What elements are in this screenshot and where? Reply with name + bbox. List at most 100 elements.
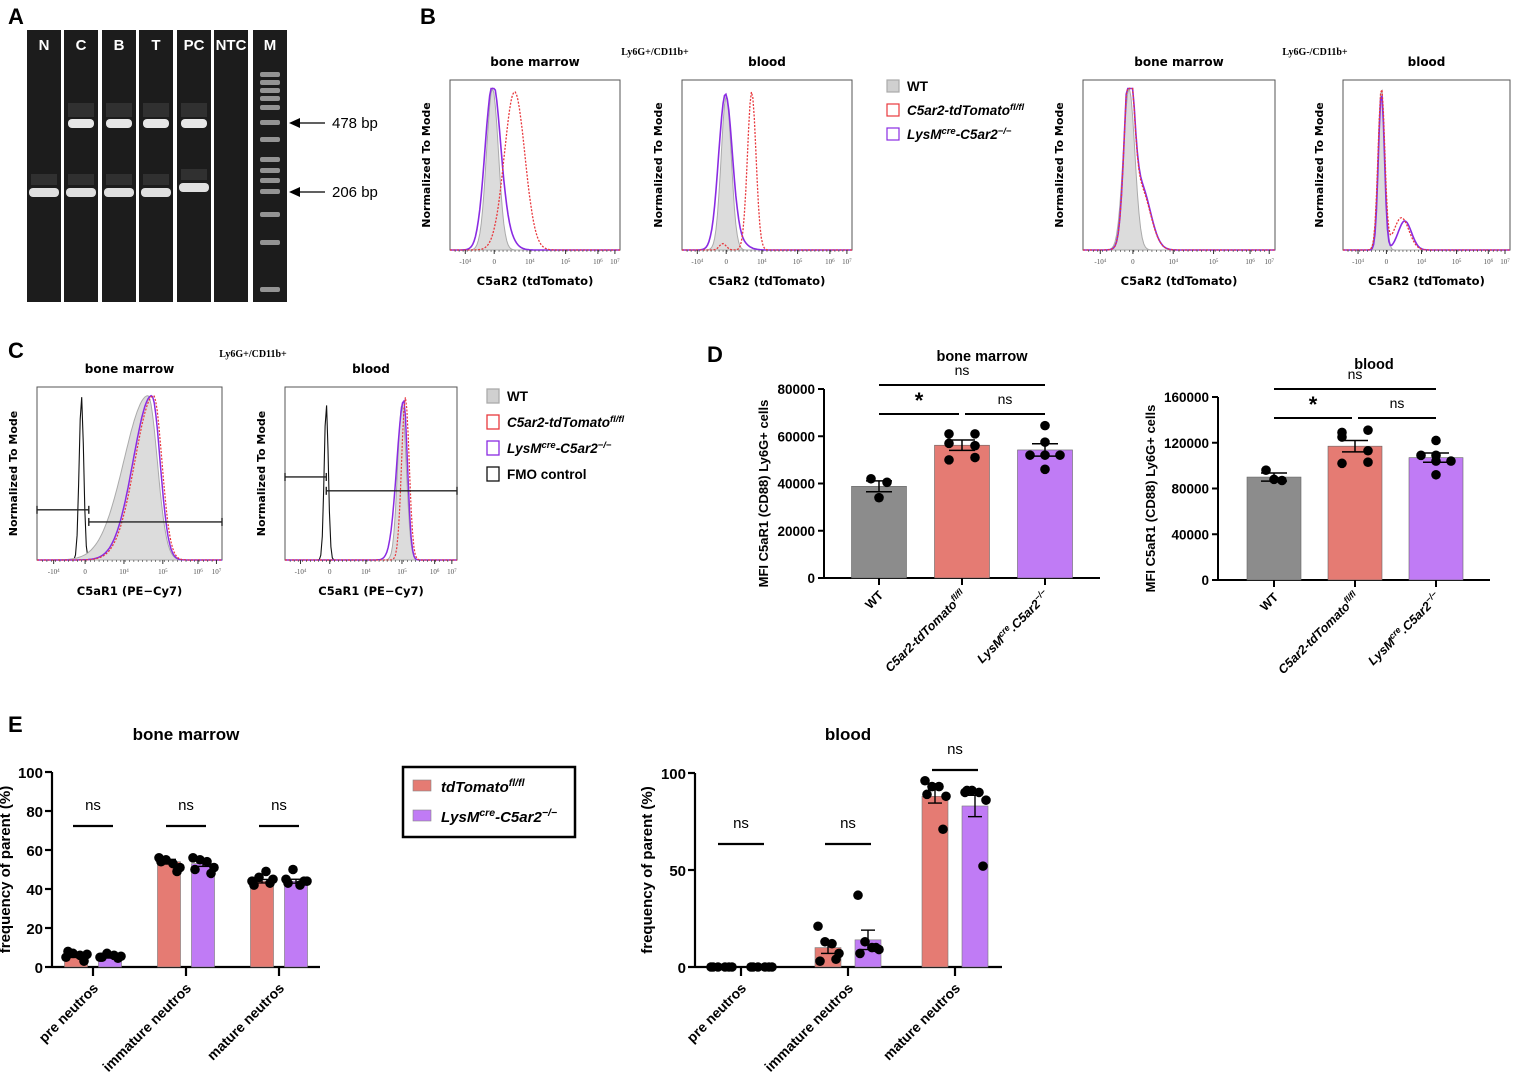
tick-label: 105: [158, 568, 168, 576]
plot-frame: [681, 79, 853, 251]
legend-swatch: [886, 79, 900, 93]
data-point: [1431, 456, 1441, 466]
plot-frame: [284, 386, 458, 561]
category-label: LysMcre.C5ar2−/−: [973, 587, 1052, 666]
data-point: [944, 455, 954, 465]
y-axis-label: Normalized To Mode: [420, 102, 433, 227]
gel-band-206: [66, 188, 96, 197]
bar-lysm: [191, 863, 215, 968]
data-point: [1337, 458, 1347, 469]
y-axis-label: Normalized To Mode: [7, 411, 20, 536]
y-tick-label: 40000: [777, 477, 815, 492]
panel-label-a: A: [8, 4, 24, 29]
panel-label-c: C: [8, 338, 24, 363]
legend-swatch: [886, 127, 900, 141]
legend-swatch: [486, 440, 500, 456]
data-point: [1040, 437, 1050, 447]
tick-label: 107: [212, 568, 222, 576]
significance-label: ns: [998, 391, 1013, 407]
lane-label: NTC: [216, 37, 247, 54]
y-axis-label: Normalized To Mode: [1053, 102, 1066, 227]
flow-panel-c: Ly6G+/CD11b+ bone marrow -104 0 104 105 106 107…: [7, 349, 625, 598]
tick-label: 0: [1385, 258, 1389, 266]
panel-label-d: D: [707, 342, 723, 367]
y-tick-label: 80: [26, 804, 43, 821]
tick-label: 104: [525, 258, 535, 266]
histogram-tdtomato: [37, 395, 222, 561]
group-label: Ly6G+/CD11b+: [219, 349, 287, 360]
plot-frame: [1342, 79, 1511, 251]
tick-label: 104: [757, 258, 767, 266]
data-point: [1431, 435, 1441, 446]
y-tick-label: 50: [669, 863, 686, 880]
data-point: [288, 864, 298, 875]
legend-label: C5ar2-tdTomatofl/fl: [507, 414, 625, 431]
y-axis-label: frequency of parent (%): [639, 786, 656, 954]
histogram-tdtomato: [450, 91, 620, 251]
data-point: [202, 856, 212, 867]
y-tick-label: 160000: [1164, 390, 1209, 405]
marker-label: 206 bp: [332, 184, 378, 201]
ladder-band: [260, 105, 280, 110]
chart-title: blood: [825, 725, 871, 744]
y-tick-label: 80000: [1171, 482, 1209, 497]
data-point: [815, 956, 825, 966]
data-point: [941, 791, 951, 802]
tick-label: 0: [83, 568, 87, 576]
gel-band-206: [141, 188, 171, 197]
tick-label: 107: [842, 258, 852, 266]
gel-lane: [177, 30, 211, 302]
tick-label: -104: [1094, 258, 1106, 266]
x-axis-label: C5aR1 (PE−Cy7): [318, 584, 423, 598]
data-point: [831, 954, 841, 965]
x-axis-label: C5aR1 (PE−Cy7): [77, 584, 182, 598]
data-point: [970, 452, 980, 463]
data-point: [156, 856, 166, 867]
bar-tdtomato: [921, 795, 949, 968]
marker-arrow-head: [289, 118, 300, 128]
tick-label: 0: [724, 258, 728, 266]
plot-title: bone marrow: [490, 55, 579, 69]
tick-label: -104: [48, 568, 60, 576]
category-label: WT: [862, 588, 886, 612]
legend-label: WT: [507, 389, 529, 404]
chart-title: bone marrow: [936, 349, 1028, 365]
significance-label: ns: [178, 797, 194, 814]
gel-lane: [253, 30, 287, 302]
flow-panel-b: Ly6G+/CD11b+ Ly6G-/CD11b+ bone marrow -104 0…: [420, 47, 1511, 288]
gel-lane: [139, 30, 173, 302]
tick-label: 104: [119, 568, 129, 576]
y-tick-label: 0: [35, 960, 43, 977]
histogram-lysm: [1343, 95, 1510, 251]
y-tick-label: 60: [26, 843, 43, 860]
y-axis-label: frequency of parent (%): [0, 786, 14, 954]
gel-band-smear: [143, 174, 169, 185]
gel-band-smear: [106, 174, 132, 185]
data-point: [168, 858, 178, 869]
data-point: [944, 438, 954, 449]
significance-label: ns: [271, 797, 287, 814]
panel-label-e: E: [8, 712, 23, 737]
data-point: [1269, 474, 1279, 485]
lane-label: T: [151, 37, 160, 54]
tick-label: 107: [610, 258, 620, 266]
x-axis-label: C5aR2 (tdTomato): [477, 274, 594, 288]
x-axis-label: C5aR2 (tdTomato): [1368, 274, 1485, 288]
ladder-band: [260, 88, 280, 93]
plot-title: bone marrow: [1134, 55, 1223, 69]
y-axis-label: MFI C5aR1 (CD88) Ly6G+ cells: [756, 400, 771, 588]
lane-label: N: [39, 37, 50, 54]
data-point: [1431, 469, 1441, 480]
gel-band-478: [68, 119, 94, 128]
legend-swatch: [412, 809, 432, 822]
category-label: pre neutros: [35, 980, 101, 1046]
y-axis-label: Normalized To Mode: [652, 102, 665, 227]
ladder-band: [260, 189, 280, 194]
ladder-band: [260, 72, 280, 77]
category-label: C5ar2-tdTomatofl/fl: [1274, 588, 1362, 676]
data-point: [920, 775, 930, 786]
gel-band-smear: [68, 103, 94, 117]
data-point: [97, 952, 107, 963]
data-point: [934, 781, 944, 792]
data-point: [1261, 465, 1271, 475]
